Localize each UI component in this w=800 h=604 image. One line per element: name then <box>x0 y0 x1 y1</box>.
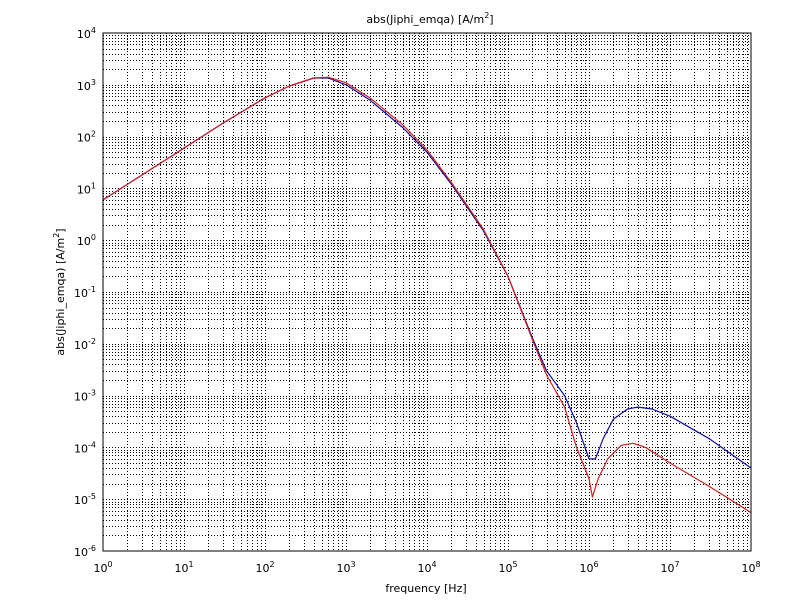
y-tick-label: 10-2 <box>74 337 96 352</box>
y-tick-label: 10-6 <box>74 544 96 559</box>
y-axis-label-superscript: 2 <box>52 233 61 238</box>
series-line-2 <box>102 76 752 514</box>
x-tick-labels: 100 101 102 103 104 105 106 107 108 <box>93 560 760 575</box>
x-tick-label: 100 <box>93 560 112 575</box>
y-tick-label: 10-4 <box>74 440 96 455</box>
chart-title: abs(Jiphi_emqa) [A/m2] <box>366 11 493 26</box>
x-tick-label: 108 <box>741 560 760 575</box>
x-tick-label: 105 <box>498 560 517 575</box>
y-tick-label: 104 <box>77 26 96 41</box>
x-tick-label: 104 <box>417 560 436 575</box>
y-tick-label: 101 <box>77 181 96 196</box>
y-tick-label: 10-1 <box>74 285 96 300</box>
y-axis-label: abs(Jiphi_emqa) [A/m2] <box>52 228 67 355</box>
y-tick-label: 102 <box>77 130 96 145</box>
x-tick-label: 106 <box>579 560 598 575</box>
x-axis-label: frequency [Hz] <box>385 582 466 595</box>
x-tick-label: 101 <box>174 560 193 575</box>
y-tick-label: 10-3 <box>74 389 96 404</box>
plot-frame <box>102 32 752 552</box>
grid <box>103 33 751 551</box>
chart-title-superscript: 2 <box>484 11 489 20</box>
x-tick-label: 103 <box>336 560 355 575</box>
x-tick-label: 102 <box>255 560 274 575</box>
y-tick-labels: 10-6 10-5 10-4 10-3 10-2 10-1 100 101 102 103 104 <box>74 26 96 559</box>
y-tick-label: 100 <box>77 233 96 248</box>
y-tick-label: 10-5 <box>74 492 96 507</box>
x-tick-label: 107 <box>660 560 679 575</box>
y-tick-label: 103 <box>77 78 96 93</box>
series-group <box>102 76 752 514</box>
